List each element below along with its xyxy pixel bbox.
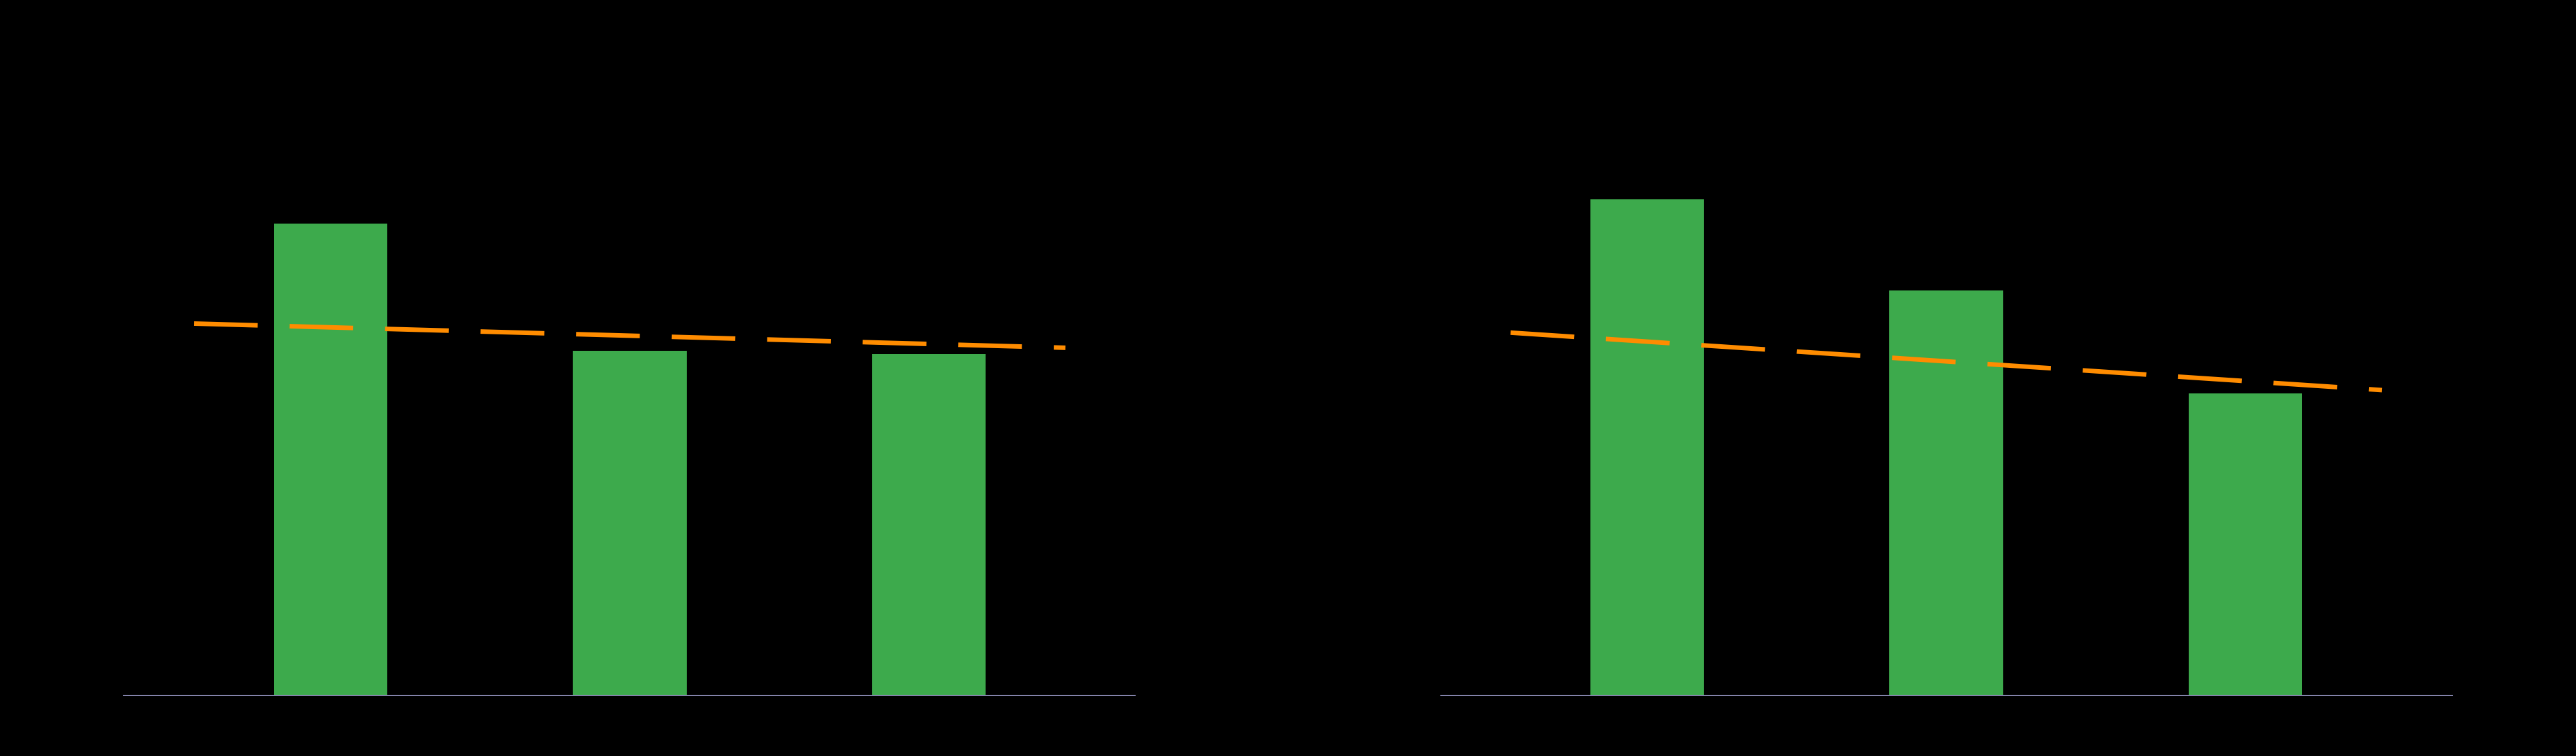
Bar xyxy=(873,354,987,696)
Bar xyxy=(1888,290,2004,696)
Bar xyxy=(273,224,386,696)
Bar xyxy=(1589,200,1703,696)
Bar xyxy=(572,351,688,696)
Bar xyxy=(2190,393,2303,696)
